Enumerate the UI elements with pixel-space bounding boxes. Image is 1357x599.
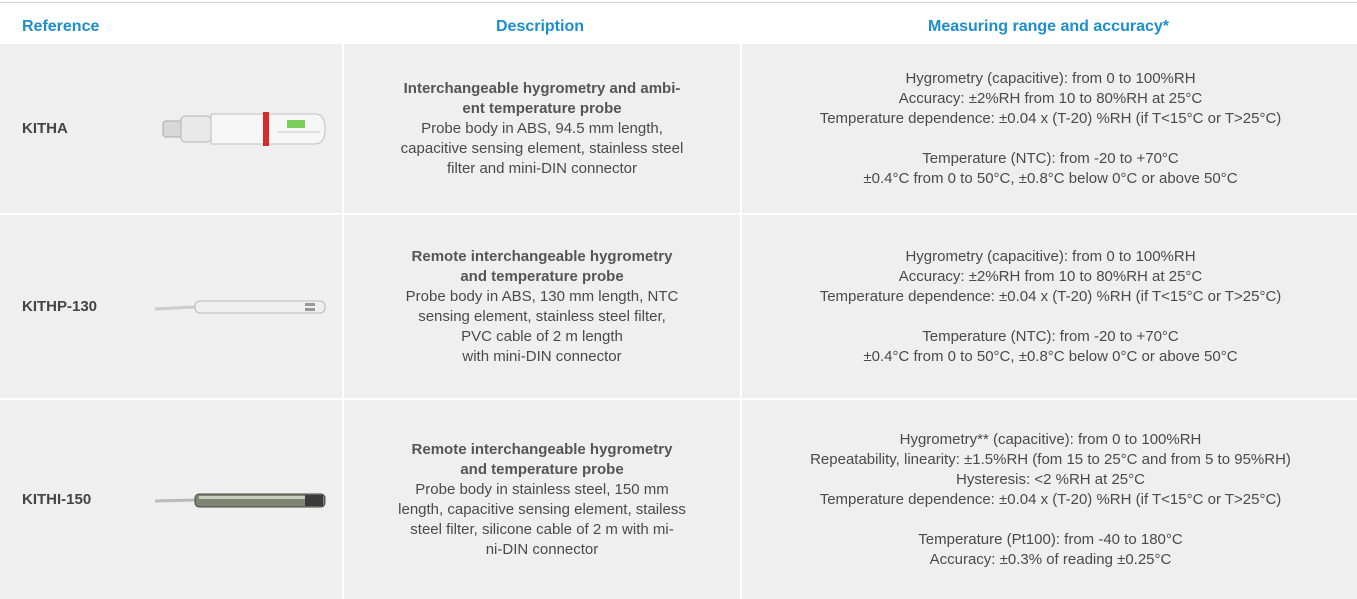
probe-image (155, 292, 335, 322)
table-row: KITHA Interchangeable hygrometry and amb… (0, 44, 1357, 213)
reference-cell: KITHI-150 (22, 400, 142, 599)
description-title: Remote interchangeable hygrometry (344, 440, 740, 460)
range-paragraph: Hygrometry** (capacitive): from 0 to 100… (742, 430, 1357, 510)
table-row: KITHP-130 Remote interchangeable hygrome… (0, 215, 1357, 398)
range-text: Accuracy: ±0.3% of reading ±0.25°C (742, 550, 1357, 570)
range-text: ±0.4°C from 0 to 50°C, ±0.8°C below 0°C … (742, 169, 1357, 189)
reference: KITHP-130 (22, 297, 142, 317)
range-paragraph: Temperature (NTC): from -20 to +70°C±0.4… (742, 149, 1357, 189)
description-text: capacitive sensing element, stainless st… (344, 139, 740, 159)
range-text: Temperature dependence: ±0.04 x (T-20) %… (742, 109, 1357, 129)
probe-image (155, 104, 335, 154)
range-paragraph: Hygrometry (capacitive): from 0 to 100%R… (742, 247, 1357, 307)
description-title: Remote interchangeable hygrometry (344, 247, 740, 267)
description-text: length, capacitive sensing element, stai… (344, 500, 740, 520)
header-range: Measuring range and accuracy* (740, 18, 1357, 36)
description-title: and temperature probe (344, 460, 740, 480)
description-text: with mini-DIN connector (344, 347, 740, 367)
range-text: Temperature dependence: ±0.04 x (T-20) %… (742, 287, 1357, 307)
description-cell: Interchangeable hygrometry and ambi-ent … (342, 44, 740, 213)
range-text: Temperature (NTC): from -20 to +70°C (742, 327, 1357, 347)
reference-cell: KITHP-130 (22, 215, 142, 398)
description-text: Probe body in ABS, 130 mm length, NTC (344, 287, 740, 307)
description-text: PVC cable of 2 m length (344, 327, 740, 347)
range-text: Repeatability, linearity: ±1.5%RH (fom 1… (742, 450, 1357, 470)
page: Reference Description Measuring range an… (0, 0, 1357, 599)
description-text: Probe body in ABS, 94.5 mm length, (344, 119, 740, 139)
description-text: sensing element, stainless steel filter, (344, 307, 740, 327)
range-text: Hygrometry** (capacitive): from 0 to 100… (742, 430, 1357, 450)
image-cell (150, 215, 340, 398)
reference: KITHI-150 (22, 490, 142, 510)
description-text: ni-DIN connector (344, 540, 740, 560)
description-text: filter and mini-DIN connector (344, 159, 740, 179)
reference-cell: KITHA (22, 44, 142, 213)
description-text: Probe body in stainless steel, 150 mm (344, 480, 740, 500)
top-rule (0, 2, 1357, 3)
range-paragraph: Temperature (NTC): from -20 to +70°C±0.4… (742, 327, 1357, 367)
range-text: Temperature dependence: ±0.04 x (T-20) %… (742, 490, 1357, 510)
range-cell: Hygrometry (capacitive): from 0 to 100%R… (740, 215, 1357, 398)
range-text: Temperature (NTC): from -20 to +70°C (742, 149, 1357, 169)
range-text: ±0.4°C from 0 to 50°C, ±0.8°C below 0°C … (742, 347, 1357, 367)
range-cell: Hygrometry (capacitive): from 0 to 100%R… (740, 44, 1357, 213)
range-text: Temperature (Pt100): from -40 to 180°C (742, 530, 1357, 550)
reference: KITHA (22, 119, 142, 139)
description-title: ent temperature probe (344, 99, 740, 119)
header-description: Description (342, 18, 738, 36)
range-text: Hygrometry (capacitive): from 0 to 100%R… (742, 247, 1357, 267)
range-text: Hysteresis: <2 %RH at 25°C (742, 470, 1357, 490)
image-cell (150, 400, 340, 599)
range-cell: Hygrometry** (capacitive): from 0 to 100… (740, 400, 1357, 599)
probe-image (155, 485, 335, 515)
header-reference: Reference (22, 18, 99, 36)
table-row: KITHI-150 Remote interchangeable hygrome… (0, 400, 1357, 599)
range-paragraph: Hygrometry (capacitive): from 0 to 100%R… (742, 69, 1357, 129)
description-title: Interchangeable hygrometry and ambi- (344, 79, 740, 99)
range-text: Accuracy: ±2%RH from 10 to 80%RH at 25°C (742, 267, 1357, 287)
image-cell (150, 44, 340, 213)
range-text: Hygrometry (capacitive): from 0 to 100%R… (742, 69, 1357, 89)
range-text: Accuracy: ±2%RH from 10 to 80%RH at 25°C (742, 89, 1357, 109)
description-text: steel filter, silicone cable of 2 m with… (344, 520, 740, 540)
description-title: and temperature probe (344, 267, 740, 287)
